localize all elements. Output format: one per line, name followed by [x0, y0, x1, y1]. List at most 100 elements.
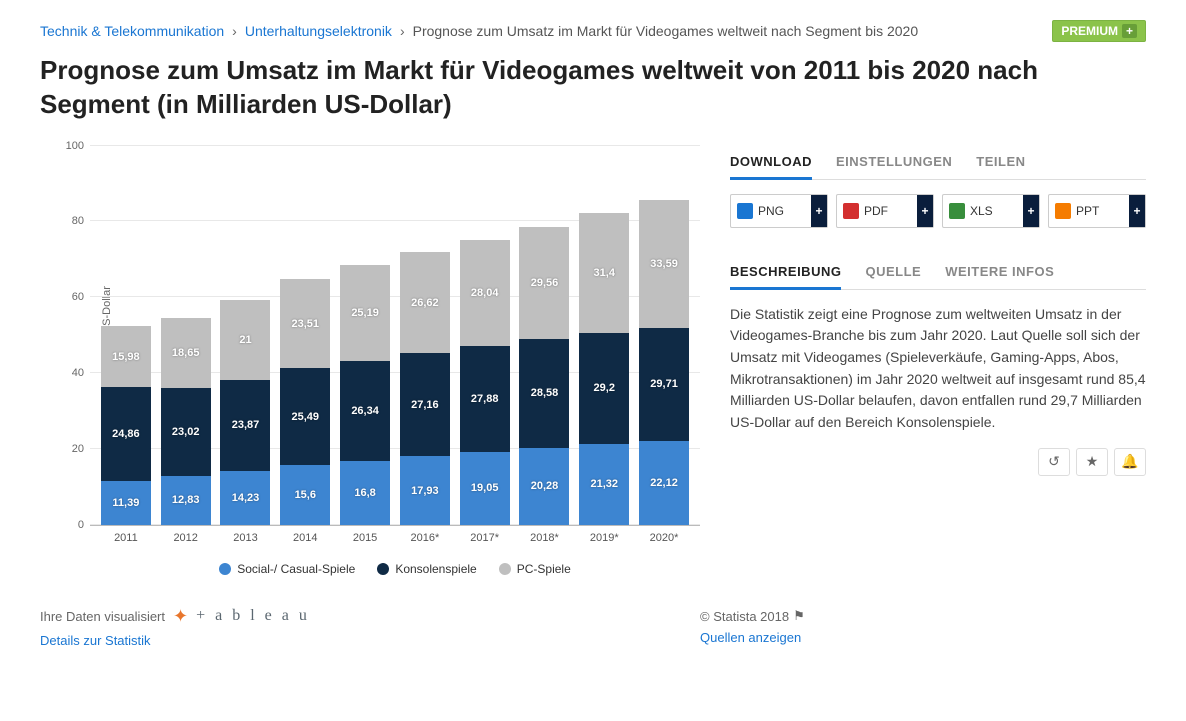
breadcrumb-link-0[interactable]: Technik & Telekommunikation — [40, 23, 224, 39]
bar-group[interactable]: 22,1229,7133,59 — [639, 200, 689, 525]
bar-segment: 23,51 — [280, 279, 330, 368]
tab-beschreibung[interactable]: BESCHREIBUNG — [730, 256, 841, 290]
x-tick: 2017* — [460, 532, 510, 544]
reset-button[interactable]: ↺ — [1038, 448, 1070, 476]
section-tabs: BESCHREIBUNG QUELLE WEITERE INFOS — [730, 256, 1146, 290]
bar-segment: 26,62 — [400, 252, 450, 353]
legend-swatch — [499, 563, 511, 575]
bar-segment: 15,6 — [280, 465, 330, 524]
y-tick: 20 — [50, 443, 84, 455]
bar-group[interactable]: 19,0527,8828,04 — [460, 240, 510, 525]
bar-segment: 21 — [220, 300, 270, 380]
chart-container: Umsatz in Milliarden US-Dollar 020406080… — [40, 146, 700, 576]
bar-segment: 28,04 — [460, 240, 510, 347]
bar-group[interactable]: 16,826,3425,19 — [340, 265, 390, 525]
x-tick: 2015 — [340, 532, 390, 544]
bar-segment: 26,34 — [340, 361, 390, 461]
tableau-logo: + a b l e a u — [196, 607, 310, 625]
bar-segment: 29,56 — [519, 227, 569, 339]
plus-icon: + — [1023, 195, 1039, 227]
legend-swatch — [377, 563, 389, 575]
plus-icon: + — [917, 195, 933, 227]
top-tabs: DOWNLOAD EINSTELLUNGEN TEILEN — [730, 146, 1146, 180]
breadcrumb-sep: › — [232, 23, 237, 39]
bar-segment: 12,83 — [161, 476, 211, 525]
png-icon — [737, 203, 753, 219]
download-label: PPT — [1076, 204, 1099, 218]
x-tick: 2012 — [161, 532, 211, 544]
bar-segment: 33,59 — [639, 200, 689, 328]
x-tick: 2013 — [220, 532, 270, 544]
sources-link[interactable]: Quellen anzeigen — [700, 630, 1146, 645]
x-tick: 2016* — [400, 532, 450, 544]
breadcrumb-link-1[interactable]: Unterhaltungselektronik — [245, 23, 392, 39]
bar-segment: 22,12 — [639, 441, 689, 525]
legend-label: PC-Spiele — [517, 562, 571, 576]
plus-icon: + — [811, 195, 827, 227]
y-tick: 60 — [50, 291, 84, 303]
copyright: © Statista 2018 ⚑ — [700, 608, 1146, 624]
bar-segment: 21,32 — [579, 444, 629, 525]
bar-segment: 14,23 — [220, 471, 270, 525]
x-tick: 2011 — [101, 532, 151, 544]
legend-item[interactable]: Social-/ Casual-Spiele — [219, 562, 355, 576]
legend-swatch — [219, 563, 231, 575]
y-tick: 0 — [50, 519, 84, 531]
bar-segment: 16,8 — [340, 461, 390, 525]
download-pdf-button[interactable]: PDF + — [836, 194, 934, 228]
bar-group[interactable]: 20,2828,5829,56 — [519, 227, 569, 525]
bar-group[interactable]: 12,8323,0218,65 — [161, 318, 211, 525]
bar-segment: 25,19 — [340, 265, 390, 361]
y-tick: 40 — [50, 367, 84, 379]
download-buttons: PNG + PDF + XLS + PPT+ — [730, 194, 1146, 228]
flag-icon: ⚑ — [793, 608, 805, 624]
x-tick: 2020* — [639, 532, 689, 544]
bar-segment: 27,88 — [460, 346, 510, 452]
download-label: XLS — [970, 204, 993, 218]
download-label: PNG — [758, 204, 784, 218]
breadcrumb-current: Prognose zum Umsatz im Markt für Videoga… — [413, 23, 919, 39]
tab-weitere-infos[interactable]: WEITERE INFOS — [945, 256, 1054, 289]
bar-group[interactable]: 21,3229,231,4 — [579, 213, 629, 524]
bar-segment: 29,2 — [579, 333, 629, 444]
bar-group[interactable]: 11,3924,8615,98 — [101, 326, 151, 524]
tab-einstellungen[interactable]: EINSTELLUNGEN — [836, 146, 952, 179]
bar-segment: 17,93 — [400, 456, 450, 524]
bar-segment: 11,39 — [101, 481, 151, 524]
download-label: PDF — [864, 204, 888, 218]
premium-badge[interactable]: PREMIUM+ — [1052, 20, 1146, 42]
tab-teilen[interactable]: TEILEN — [976, 146, 1025, 179]
x-tick: 2014 — [280, 532, 330, 544]
bar-segment: 15,98 — [101, 326, 151, 387]
y-tick: 100 — [50, 140, 84, 152]
bar-group[interactable]: 15,625,4923,51 — [280, 279, 330, 524]
bar-segment: 24,86 — [101, 387, 151, 481]
download-png-button[interactable]: PNG + — [730, 194, 828, 228]
x-tick: 2018* — [519, 532, 569, 544]
x-axis: 201120122013201420152016*2017*2018*2019*… — [90, 526, 700, 544]
bar-group[interactable]: 14,2323,8721 — [220, 300, 270, 525]
y-tick: 80 — [50, 215, 84, 227]
download-ppt-button[interactable]: PPT+ — [1048, 194, 1146, 228]
chart-legend: Social-/ Casual-Spiele Konsolenspiele PC-S… — [90, 562, 700, 576]
tab-quelle[interactable]: QUELLE — [865, 256, 921, 289]
notify-button[interactable]: 🔔 — [1114, 448, 1146, 476]
bar-group[interactable]: 17,9327,1626,62 — [400, 252, 450, 524]
bar-segment: 31,4 — [579, 213, 629, 332]
legend-item[interactable]: Konsolenspiele — [377, 562, 476, 576]
bar-segment: 27,16 — [400, 353, 450, 456]
ppt-icon — [1055, 203, 1071, 219]
page-title: Prognose zum Umsatz im Markt für Videoga… — [40, 54, 1146, 122]
legend-label: Social-/ Casual-Spiele — [237, 562, 355, 576]
tab-download[interactable]: DOWNLOAD — [730, 146, 812, 180]
bar-segment: 25,49 — [280, 368, 330, 465]
plot-area: 02040608010011,3924,8615,9812,8323,0218,… — [90, 146, 700, 526]
bar-segment: 23,02 — [161, 388, 211, 475]
description-text: Die Statistik zeigt eine Prognose zum we… — [730, 304, 1146, 434]
legend-item[interactable]: PC-Spiele — [499, 562, 571, 576]
bar-segment: 29,71 — [639, 328, 689, 441]
details-link[interactable]: Details zur Statistik — [40, 633, 151, 648]
download-xls-button[interactable]: XLS + — [942, 194, 1040, 228]
favorite-button[interactable]: ★ — [1076, 448, 1108, 476]
legend-label: Konsolenspiele — [395, 562, 476, 576]
